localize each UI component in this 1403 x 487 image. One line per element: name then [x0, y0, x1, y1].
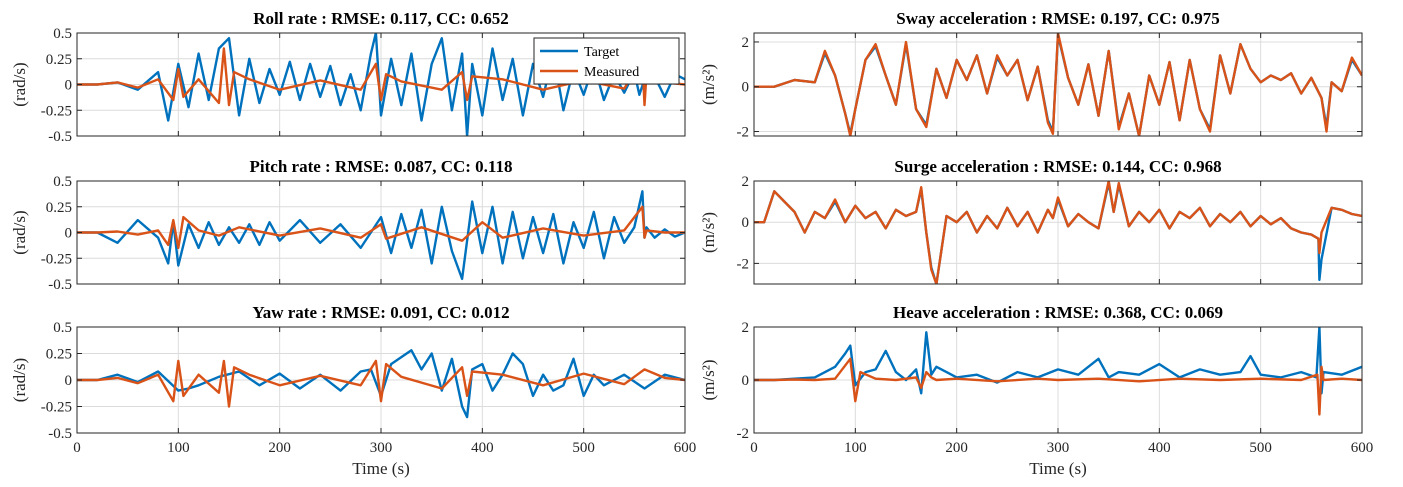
- y-tick-label: -2: [737, 256, 750, 272]
- series-group: [754, 181, 1362, 284]
- x-tick-label: 0: [750, 440, 758, 456]
- y-tick-label: 0: [65, 373, 73, 389]
- y-tick-label: -0.5: [48, 277, 72, 293]
- x-axis-label: Time (s): [1029, 459, 1086, 478]
- y-tick-label: -0.25: [41, 251, 72, 267]
- subplot-title: Sway acceleration : RMSE: 0.197, CC: 0.9…: [896, 9, 1219, 28]
- x-tick-label: 300: [370, 440, 393, 456]
- series-line-measured: [754, 181, 1362, 284]
- x-tick-label: 100: [844, 440, 867, 456]
- x-tick-label: 0: [73, 440, 81, 456]
- series-group: [754, 327, 1362, 416]
- y-tick-label: 0: [742, 373, 750, 389]
- legend-label-target: Target: [584, 45, 619, 60]
- y-axis-label: (rad/s): [10, 62, 29, 106]
- x-tick-label: 400: [1148, 440, 1171, 456]
- x-tick-label: 200: [268, 440, 291, 456]
- subplot-2: -2 0 2 Sway acceleration : RMSE: 0.197, CC:…: [699, 9, 1363, 141]
- x-tick-label: 200: [945, 440, 968, 456]
- series-line-measured: [754, 33, 1362, 136]
- series-line-target: [77, 349, 685, 419]
- y-axis-label: (rad/s): [10, 358, 29, 402]
- y-tick-label: 0.5: [53, 320, 72, 336]
- series-line-target: [77, 190, 685, 281]
- y-tick-label: -2: [737, 125, 750, 141]
- subplot-5: 0 100 200 300 400 500 600 -0.5 -0.25 0 0.25 0.5 Yaw …: [10, 303, 696, 478]
- subplot-title: Pitch rate : RMSE: 0.087, CC: 0.118: [250, 157, 513, 176]
- series-group: [77, 349, 685, 419]
- y-tick-label: 0: [742, 215, 750, 231]
- x-tick-label: 500: [1249, 440, 1272, 456]
- y-tick-label: -2: [737, 426, 750, 442]
- subplot-4: -2 0 2 Surge acceleration : RMSE: 0.144, CC…: [699, 157, 1363, 285]
- y-tick-label: -0.25: [41, 400, 72, 416]
- x-tick-label: 600: [1351, 440, 1374, 456]
- subplot-title: Heave acceleration : RMSE: 0.368, CC: 0.…: [893, 303, 1223, 322]
- y-tick-label: 0.5: [53, 174, 72, 190]
- x-tick-label: 500: [572, 440, 595, 456]
- x-tick-label: 300: [1047, 440, 1070, 456]
- legend: Target Measured: [533, 37, 680, 85]
- y-tick-label: 0: [742, 80, 750, 96]
- series-line-measured: [77, 359, 685, 408]
- y-axis-label: (m/s²): [699, 360, 718, 401]
- legend-label-measured: Measured: [584, 65, 639, 80]
- y-axis-label: (m/s²): [699, 64, 718, 105]
- series-group: [77, 190, 685, 281]
- subplot-title: Roll rate : RMSE: 0.117, CC: 0.652: [253, 9, 508, 28]
- legend-box: [533, 37, 680, 85]
- y-axis-label: (rad/s): [10, 210, 29, 254]
- y-tick-label: 0: [65, 226, 73, 242]
- series-group: [754, 33, 1362, 136]
- y-tick-label: 0.25: [46, 347, 72, 363]
- subplot-title: Yaw rate : RMSE: 0.091, CC: 0.012: [252, 303, 509, 322]
- x-tick-label: 400: [471, 440, 494, 456]
- subplot-1: -0.5 -0.25 0 0.25 0.5 Roll rate : RMSE: 0.117…: [10, 9, 686, 145]
- x-axis-label: Time (s): [352, 459, 409, 478]
- x-tick-label: 600: [674, 440, 697, 456]
- subplot-3: -0.5 -0.25 0 0.25 0.5 Pitch rate : RMSE: 0.08…: [10, 157, 686, 293]
- subplot-title: Surge acceleration : RMSE: 0.144, CC: 0.…: [894, 157, 1221, 176]
- y-tick-label: 0.25: [46, 200, 72, 216]
- y-tick-label: -0.25: [41, 103, 72, 119]
- y-tick-label: 2: [742, 174, 750, 190]
- series-line-measured: [77, 205, 685, 250]
- y-tick-label: -0.5: [48, 426, 72, 442]
- y-axis-label: (m/s²): [699, 212, 718, 253]
- x-tick-label: 100: [167, 440, 190, 456]
- y-tick-label: 2: [742, 320, 750, 336]
- y-tick-label: 0: [65, 78, 73, 94]
- series-line-measured: [754, 357, 1362, 416]
- y-tick-label: -0.5: [48, 129, 72, 145]
- y-tick-label: 2: [742, 35, 750, 51]
- y-tick-label: 0.25: [46, 52, 72, 68]
- y-tick-label: 0.5: [53, 26, 72, 42]
